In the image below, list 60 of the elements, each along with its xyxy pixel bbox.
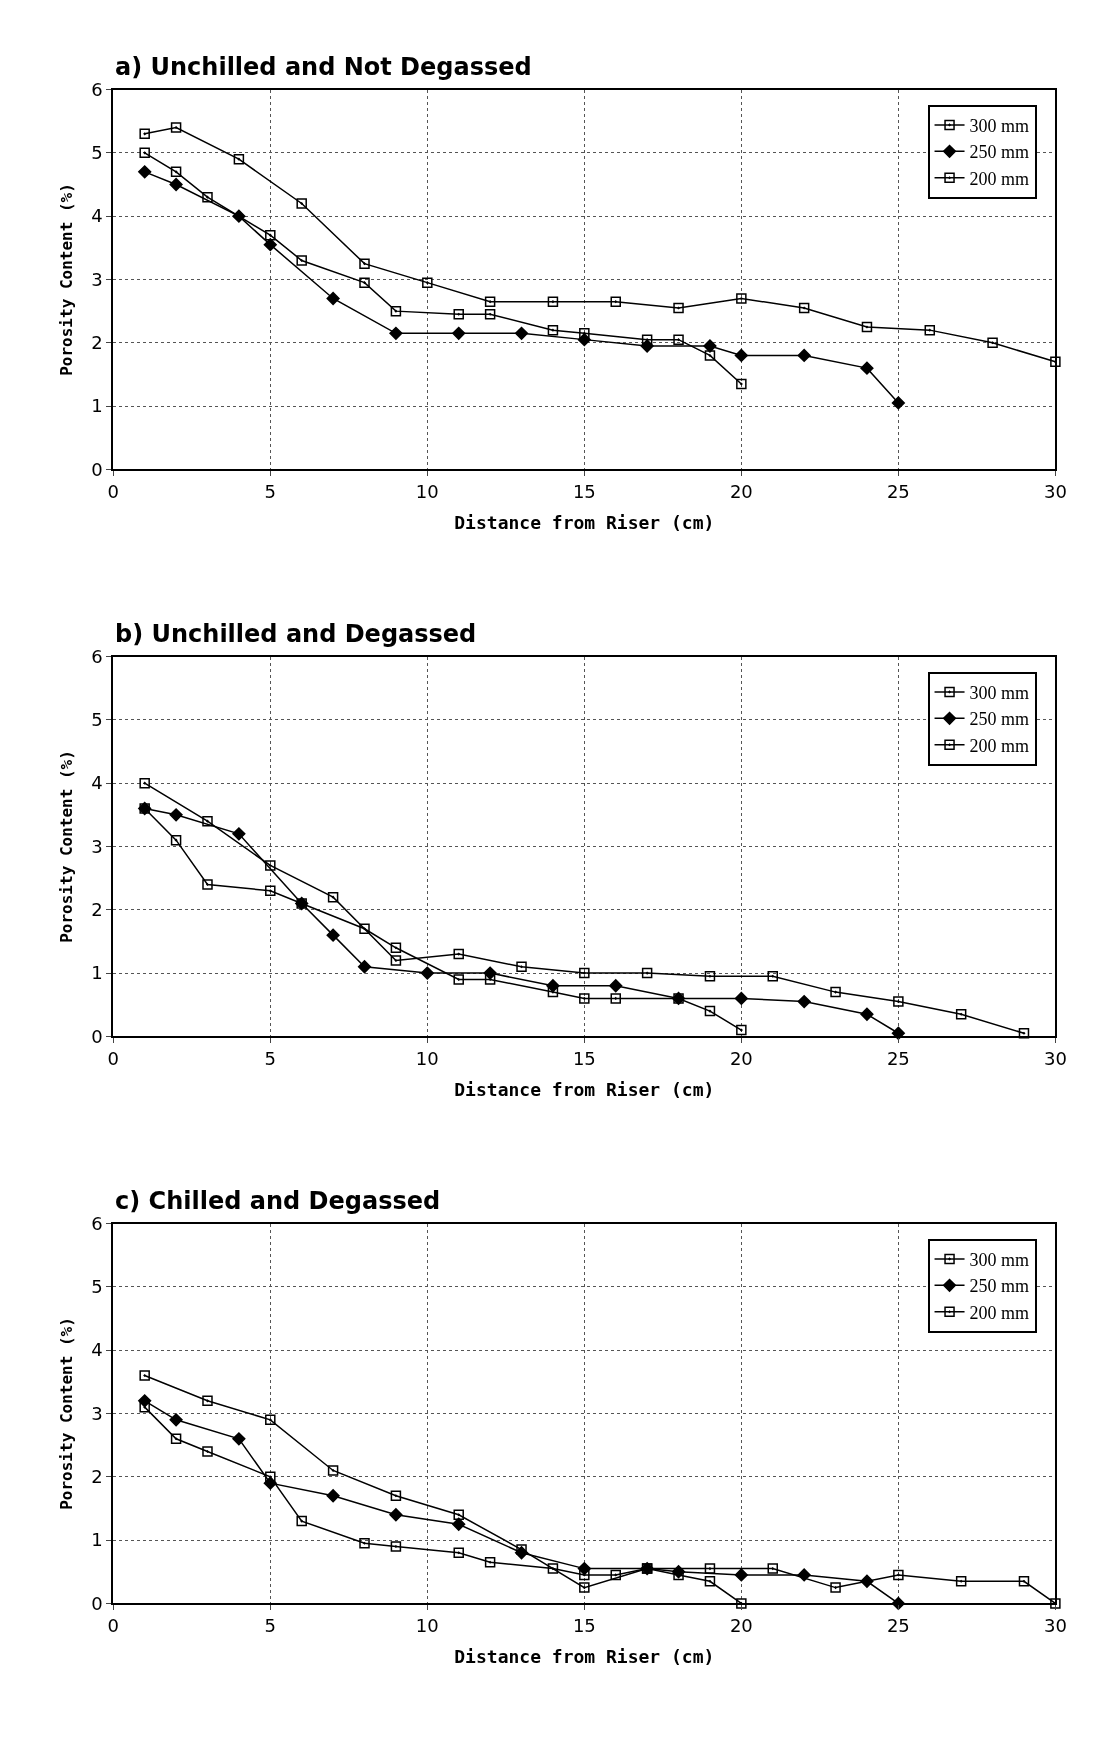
y-tick-label: 2 bbox=[91, 332, 103, 354]
x-tick-label: 0 bbox=[107, 481, 120, 503]
x-axis-title: Distance from Riser (cm) bbox=[454, 1645, 715, 1667]
y-tick-label: 0 bbox=[91, 458, 103, 480]
legend-label: 200 mm bbox=[969, 735, 1030, 756]
legend-label: 300 mm bbox=[969, 1249, 1030, 1270]
legend-label: 250 mm bbox=[969, 709, 1030, 730]
x-tick-label: 20 bbox=[729, 481, 753, 503]
x-axis-title: Distance from Riser (cm) bbox=[454, 1078, 715, 1100]
y-tick-label: 3 bbox=[91, 1402, 103, 1424]
legend-label: 200 mm bbox=[969, 1302, 1030, 1323]
x-tick-label: 15 bbox=[572, 481, 596, 503]
x-tick-label: 25 bbox=[886, 1048, 910, 1070]
y-tick-label: 5 bbox=[91, 1276, 103, 1298]
y-tick-label: 5 bbox=[91, 709, 103, 731]
legend-label: 250 mm bbox=[969, 142, 1030, 163]
legend-label: 200 mm bbox=[969, 168, 1030, 189]
legend-label: 250 mm bbox=[969, 1276, 1030, 1297]
y-tick-label: 0 bbox=[91, 1592, 103, 1614]
x-tick-label: 5 bbox=[264, 481, 277, 503]
x-tick-label: 15 bbox=[572, 1615, 596, 1637]
x-tick-label: 10 bbox=[415, 1048, 439, 1070]
x-tick-label: 0 bbox=[107, 1615, 120, 1637]
y-tick-label: 1 bbox=[91, 962, 103, 984]
y-tick-label: 4 bbox=[91, 772, 103, 794]
x-tick-label: 25 bbox=[886, 481, 910, 503]
y-tick-label: 4 bbox=[91, 205, 103, 227]
y-tick-label: 6 bbox=[91, 1212, 103, 1234]
x-tick-label: 15 bbox=[572, 1048, 596, 1070]
x-tick-label: 5 bbox=[264, 1615, 277, 1637]
y-tick-label: 1 bbox=[91, 1529, 103, 1551]
y-tick-label: 5 bbox=[91, 142, 103, 164]
x-tick-label: 25 bbox=[886, 1615, 910, 1637]
y-tick-label: 3 bbox=[91, 268, 103, 290]
chart-title: a) Unchilled and Not Degassed bbox=[115, 53, 532, 81]
y-tick-label: 6 bbox=[91, 645, 103, 667]
y-tick-label: 0 bbox=[91, 1025, 103, 1047]
x-tick-label: 10 bbox=[415, 481, 439, 503]
y-tick-label: 6 bbox=[91, 78, 103, 100]
y-axis-title: Porosity Content (%) bbox=[56, 1317, 76, 1510]
y-tick-label: 1 bbox=[91, 395, 103, 417]
y-axis-title: Porosity Content (%) bbox=[56, 183, 76, 376]
chart-title: b) Unchilled and Degassed bbox=[115, 620, 477, 648]
y-tick-label: 2 bbox=[91, 899, 103, 921]
legend-label: 300 mm bbox=[969, 682, 1030, 703]
y-tick-label: 2 bbox=[91, 1466, 103, 1488]
x-tick-label: 0 bbox=[107, 1048, 120, 1070]
legend-label: 300 mm bbox=[969, 115, 1030, 136]
x-tick-label: 30 bbox=[1043, 481, 1067, 503]
x-tick-label: 10 bbox=[415, 1615, 439, 1637]
y-axis-title: Porosity Content (%) bbox=[56, 750, 76, 943]
y-tick-label: 4 bbox=[91, 1339, 103, 1361]
x-tick-label: 20 bbox=[729, 1615, 753, 1637]
x-tick-label: 30 bbox=[1043, 1615, 1067, 1637]
x-tick-label: 20 bbox=[729, 1048, 753, 1070]
chart-title: c) Chilled and Degassed bbox=[115, 1187, 441, 1215]
x-tick-label: 30 bbox=[1043, 1048, 1067, 1070]
y-tick-label: 3 bbox=[91, 835, 103, 857]
x-axis-title: Distance from Riser (cm) bbox=[454, 511, 715, 533]
x-tick-label: 5 bbox=[264, 1048, 277, 1070]
